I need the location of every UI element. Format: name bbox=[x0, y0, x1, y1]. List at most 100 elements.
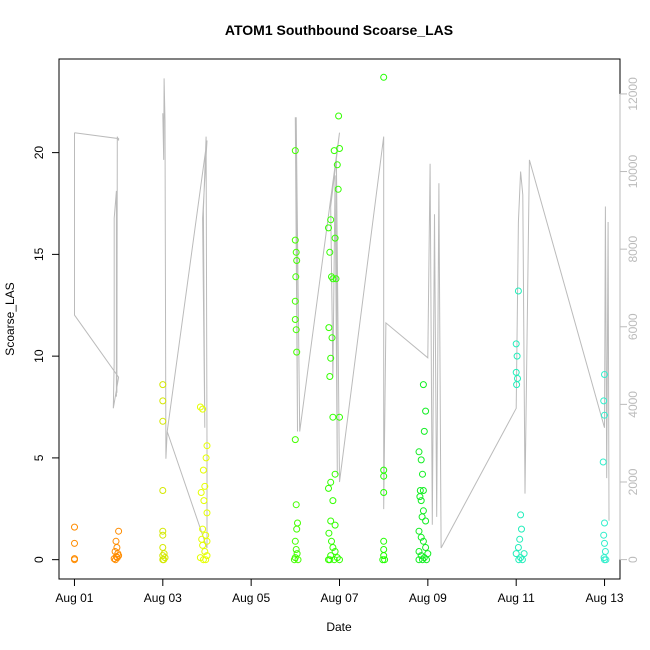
data-point bbox=[202, 454, 210, 462]
data-point bbox=[419, 537, 427, 545]
data-point bbox=[601, 519, 608, 527]
data-point bbox=[325, 529, 333, 537]
data-point bbox=[293, 257, 301, 264]
data-point bbox=[419, 470, 426, 478]
data-point bbox=[291, 297, 299, 305]
data-point bbox=[71, 556, 78, 564]
data-point bbox=[291, 316, 299, 323]
data-point bbox=[327, 517, 335, 525]
data-point bbox=[326, 248, 334, 256]
data-point bbox=[292, 326, 300, 334]
y-tick-label: 15 bbox=[32, 247, 46, 261]
data-point bbox=[518, 556, 526, 564]
data-point bbox=[336, 556, 343, 564]
data-point bbox=[112, 553, 120, 561]
data-point bbox=[415, 527, 423, 535]
data-point bbox=[424, 550, 432, 558]
data-point bbox=[159, 552, 167, 560]
data-point bbox=[336, 413, 343, 421]
y2-tick-label: 12000 bbox=[626, 77, 640, 111]
data-point bbox=[418, 513, 426, 521]
data-point bbox=[292, 248, 300, 256]
data-point bbox=[326, 556, 334, 564]
data-point bbox=[159, 531, 167, 539]
data-point bbox=[601, 371, 608, 378]
data-point bbox=[325, 324, 333, 332]
data-point bbox=[71, 523, 78, 531]
data-point bbox=[601, 539, 608, 547]
axes-layer: Aug 01 Aug 03 Aug 05 Aug 07 Aug 09 Aug 11 Aug … bbox=[32, 77, 640, 605]
data-point bbox=[415, 548, 423, 555]
data-point bbox=[380, 472, 388, 480]
data-point bbox=[291, 147, 299, 155]
data-point bbox=[325, 224, 332, 232]
data-point bbox=[328, 334, 336, 342]
data-point bbox=[379, 556, 387, 564]
y2-tick-label: 4000 bbox=[626, 391, 640, 418]
data-point bbox=[415, 448, 423, 456]
data-point bbox=[199, 466, 207, 474]
data-point bbox=[159, 487, 167, 494]
data-point bbox=[331, 521, 339, 529]
data-point bbox=[601, 411, 608, 419]
points-layer bbox=[71, 73, 610, 564]
data-point bbox=[329, 497, 337, 505]
data-point bbox=[512, 340, 520, 348]
data-point bbox=[201, 548, 209, 555]
data-point bbox=[328, 273, 335, 281]
data-point bbox=[599, 458, 607, 466]
y-tick-label: 0 bbox=[32, 556, 46, 563]
data-point bbox=[380, 73, 388, 81]
data-point bbox=[415, 556, 423, 564]
data-point bbox=[514, 544, 522, 551]
data-point bbox=[380, 489, 388, 496]
data-point bbox=[417, 497, 425, 505]
y2-tick-label: 0 bbox=[626, 556, 640, 563]
data-point bbox=[199, 556, 207, 564]
x-tick-label: Aug 07 bbox=[320, 591, 358, 605]
x-tick-label: Aug 13 bbox=[586, 591, 624, 605]
y2-tick-label: 6000 bbox=[626, 313, 640, 340]
data-point bbox=[292, 273, 300, 281]
data-point bbox=[329, 413, 337, 421]
data-point bbox=[417, 456, 425, 464]
data-point bbox=[327, 216, 335, 224]
x-tick-label: Aug 03 bbox=[144, 591, 182, 605]
y-tick-label: 10 bbox=[32, 349, 46, 363]
data-point bbox=[334, 185, 342, 193]
data-point bbox=[514, 287, 522, 295]
data-point bbox=[291, 236, 299, 244]
y2-tick-label: 2000 bbox=[626, 468, 640, 495]
data-point bbox=[512, 550, 520, 558]
data-point bbox=[331, 548, 339, 555]
data-point bbox=[327, 354, 335, 362]
x-axis-label: Date bbox=[326, 620, 352, 634]
data-point bbox=[517, 554, 525, 562]
data-point bbox=[202, 556, 210, 564]
x-tick-label: Aug 11 bbox=[498, 591, 535, 605]
data-point bbox=[203, 509, 211, 517]
data-point bbox=[197, 489, 205, 496]
data-point bbox=[416, 487, 424, 494]
data-point bbox=[419, 381, 427, 389]
data-point bbox=[513, 381, 521, 389]
data-point bbox=[602, 556, 610, 564]
data-point bbox=[335, 112, 343, 120]
data-point bbox=[199, 405, 207, 413]
data-point bbox=[517, 511, 525, 519]
data-point bbox=[331, 234, 339, 242]
secondary-line-2 bbox=[162, 78, 208, 549]
data-point bbox=[203, 537, 211, 545]
data-point bbox=[160, 556, 168, 564]
data-point bbox=[520, 550, 528, 558]
chart-title: ATOM1 Southbound Scoarse_LAS bbox=[225, 22, 453, 38]
data-point bbox=[292, 501, 300, 509]
data-point bbox=[159, 417, 167, 425]
data-point bbox=[159, 381, 167, 389]
data-point bbox=[600, 531, 608, 539]
data-point bbox=[112, 556, 119, 564]
data-point bbox=[419, 487, 427, 494]
data-point bbox=[203, 552, 211, 560]
data-point bbox=[513, 352, 521, 360]
